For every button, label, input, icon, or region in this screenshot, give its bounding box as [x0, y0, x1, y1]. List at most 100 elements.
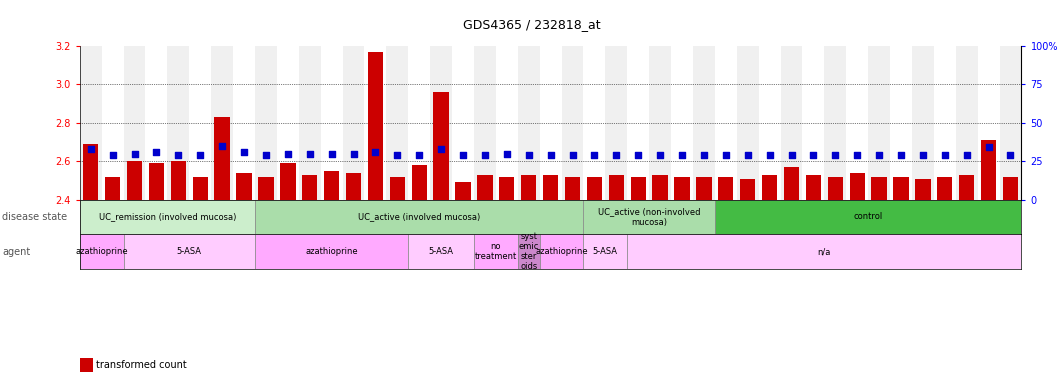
Bar: [565, 177, 580, 200]
Bar: [389, 177, 405, 200]
Point: [761, 152, 778, 158]
Bar: [430, 46, 452, 200]
Point: [323, 151, 340, 157]
Bar: [718, 177, 733, 200]
Bar: [649, 46, 671, 200]
Point: [630, 152, 647, 158]
Bar: [412, 165, 427, 200]
Bar: [255, 200, 583, 234]
Bar: [215, 117, 230, 200]
Bar: [628, 46, 649, 200]
Bar: [828, 177, 843, 200]
Point: [192, 152, 209, 158]
Text: 5-ASA: 5-ASA: [593, 247, 618, 256]
Point: [564, 152, 581, 158]
Bar: [999, 46, 1021, 200]
Bar: [409, 46, 430, 200]
Point: [104, 152, 121, 158]
Bar: [849, 173, 865, 200]
Bar: [539, 234, 583, 269]
Text: UC_remission (involved mucosa): UC_remission (involved mucosa): [99, 212, 236, 222]
Point: [520, 152, 537, 158]
Bar: [167, 46, 189, 200]
Bar: [609, 175, 624, 200]
Text: 5-ASA: 5-ASA: [429, 247, 453, 256]
Text: transformed count: transformed count: [96, 360, 186, 370]
Bar: [255, 234, 409, 269]
Bar: [741, 179, 755, 200]
Point: [257, 152, 275, 158]
Point: [1002, 152, 1019, 158]
Bar: [83, 144, 98, 200]
Bar: [871, 177, 886, 200]
Bar: [259, 177, 273, 200]
Bar: [583, 46, 605, 200]
Point: [651, 152, 668, 158]
Bar: [518, 46, 539, 200]
Bar: [102, 46, 123, 200]
Bar: [715, 200, 1021, 234]
Bar: [562, 46, 583, 200]
Bar: [80, 234, 123, 269]
Text: UC_active (involved mucosa): UC_active (involved mucosa): [359, 212, 480, 222]
Bar: [583, 200, 715, 234]
Point: [214, 143, 231, 149]
Point: [235, 149, 252, 155]
Text: no
treatment: no treatment: [475, 242, 517, 261]
Point: [170, 152, 187, 158]
Bar: [343, 46, 365, 200]
Point: [388, 152, 405, 158]
Bar: [452, 46, 473, 200]
Bar: [386, 46, 409, 200]
Point: [804, 152, 821, 158]
Bar: [193, 177, 207, 200]
Point: [433, 146, 450, 152]
Bar: [652, 175, 668, 200]
Bar: [473, 234, 518, 269]
Bar: [299, 46, 320, 200]
Point: [367, 149, 384, 155]
Bar: [959, 175, 975, 200]
Bar: [255, 46, 277, 200]
Bar: [825, 46, 846, 200]
Bar: [583, 234, 628, 269]
Point: [870, 152, 887, 158]
Bar: [693, 46, 715, 200]
Bar: [211, 46, 233, 200]
Bar: [912, 46, 934, 200]
Point: [280, 151, 297, 157]
Bar: [123, 46, 146, 200]
Point: [717, 152, 734, 158]
Bar: [368, 52, 383, 200]
Point: [783, 152, 800, 158]
Point: [674, 152, 691, 158]
Bar: [518, 234, 539, 269]
Bar: [499, 177, 515, 200]
Point: [498, 151, 515, 157]
Bar: [105, 177, 120, 200]
Point: [411, 152, 428, 158]
Text: n/a: n/a: [817, 247, 831, 256]
Text: UC_active (non-involved
mucosa): UC_active (non-involved mucosa): [598, 207, 700, 227]
Bar: [80, 200, 255, 234]
Bar: [543, 175, 559, 200]
Point: [914, 152, 931, 158]
Bar: [302, 175, 317, 200]
Bar: [736, 46, 759, 200]
Point: [586, 152, 603, 158]
Bar: [671, 46, 693, 200]
Text: control: control: [853, 212, 883, 222]
Bar: [127, 161, 143, 200]
Point: [980, 144, 997, 151]
Point: [82, 146, 99, 152]
Bar: [846, 46, 868, 200]
Text: 5-ASA: 5-ASA: [177, 247, 202, 256]
Bar: [631, 177, 646, 200]
Bar: [149, 163, 164, 200]
Bar: [521, 175, 536, 200]
Point: [696, 152, 713, 158]
Bar: [409, 234, 473, 269]
Point: [827, 152, 844, 158]
Bar: [802, 46, 825, 200]
Bar: [978, 46, 999, 200]
